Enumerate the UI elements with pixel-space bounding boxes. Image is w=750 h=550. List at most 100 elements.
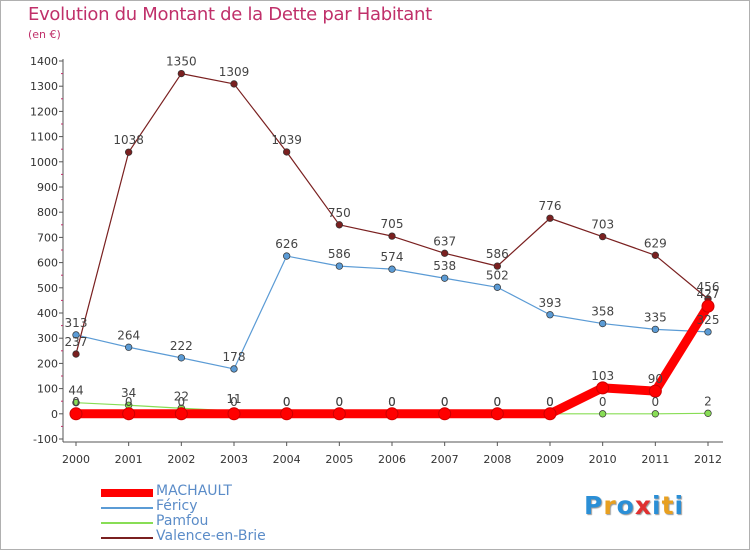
data-label: 11 bbox=[226, 392, 241, 406]
data-point bbox=[69, 407, 83, 421]
legend-label: Valence-en-Brie bbox=[156, 528, 266, 544]
legend-label: Pamfou bbox=[156, 513, 209, 529]
data-label: 538 bbox=[433, 259, 456, 273]
y-tick-label: 300 bbox=[37, 332, 58, 345]
data-label: 750 bbox=[328, 206, 351, 220]
data-point bbox=[332, 407, 346, 421]
data-label: 44 bbox=[68, 384, 83, 398]
data-label: 0 bbox=[283, 395, 291, 409]
data-label: 0 bbox=[125, 395, 133, 409]
data-label: 264 bbox=[117, 328, 140, 342]
data-label: 0 bbox=[441, 395, 449, 409]
x-tick-label: 2000 bbox=[62, 453, 90, 466]
data-point bbox=[72, 331, 80, 339]
data-point bbox=[388, 232, 396, 240]
x-tick-label: 2009 bbox=[536, 453, 564, 466]
data-point bbox=[490, 407, 504, 421]
data-label: 90 bbox=[648, 372, 663, 386]
x-tick-label: 2003 bbox=[220, 453, 248, 466]
data-point bbox=[704, 409, 712, 417]
data-label: 0 bbox=[388, 395, 396, 409]
data-label: 626 bbox=[275, 237, 298, 251]
chart-title: Evolution du Montant de la Dette par Hab… bbox=[28, 4, 432, 25]
legend-swatch bbox=[101, 522, 153, 524]
y-tick-label: 1400 bbox=[30, 55, 58, 68]
legend-label: Féricy bbox=[156, 498, 198, 514]
data-point bbox=[599, 410, 607, 418]
data-label: 0 bbox=[230, 395, 238, 409]
data-label: 0 bbox=[336, 395, 344, 409]
data-point bbox=[122, 407, 136, 421]
unit-label: (en €) bbox=[28, 28, 61, 41]
data-point bbox=[283, 148, 291, 156]
data-point bbox=[493, 262, 501, 270]
x-tick-label: 2012 bbox=[694, 453, 722, 466]
data-point bbox=[493, 283, 501, 291]
x-tick-label: 2006 bbox=[378, 453, 406, 466]
data-point bbox=[227, 407, 241, 421]
data-label: 335 bbox=[644, 310, 667, 324]
legend-swatch bbox=[101, 537, 153, 539]
data-point bbox=[704, 328, 712, 336]
legend-label: MACHAULT bbox=[156, 483, 232, 499]
data-point bbox=[701, 299, 715, 313]
data-label: 456 bbox=[697, 280, 720, 294]
data-label: 1309 bbox=[219, 65, 250, 79]
data-label: 427 bbox=[697, 287, 720, 301]
data-label: 586 bbox=[328, 247, 351, 261]
data-label: 22 bbox=[174, 389, 189, 403]
data-point bbox=[230, 80, 238, 88]
data-label: 574 bbox=[381, 250, 404, 264]
data-label: 222 bbox=[170, 339, 193, 353]
data-label: 0 bbox=[599, 395, 607, 409]
data-point bbox=[335, 262, 343, 270]
data-label: 502 bbox=[486, 268, 509, 282]
data-label: 705 bbox=[381, 217, 404, 231]
data-point bbox=[72, 350, 80, 358]
legend-swatch bbox=[101, 489, 153, 497]
data-label: 393 bbox=[539, 296, 562, 310]
data-point bbox=[388, 265, 396, 273]
x-tick-label: 2011 bbox=[641, 453, 669, 466]
data-point bbox=[174, 407, 188, 421]
data-label: 0 bbox=[178, 395, 186, 409]
y-tick-label: -100 bbox=[33, 433, 58, 446]
x-tick-label: 2007 bbox=[431, 453, 459, 466]
data-point bbox=[599, 319, 607, 328]
data-label: 586 bbox=[486, 247, 509, 261]
data-point bbox=[441, 274, 449, 282]
data-point bbox=[596, 381, 610, 395]
data-point bbox=[543, 407, 557, 421]
y-tick-label: 1300 bbox=[30, 80, 58, 93]
data-label: 0 bbox=[283, 395, 291, 409]
data-label: 0 bbox=[546, 395, 554, 409]
y-tick-label: 800 bbox=[37, 206, 58, 219]
data-point bbox=[546, 311, 554, 319]
data-point bbox=[177, 354, 185, 362]
data-label: 34 bbox=[121, 386, 136, 400]
y-tick-label: 100 bbox=[37, 383, 58, 396]
data-label: 313 bbox=[65, 316, 88, 330]
data-label: 0 bbox=[336, 395, 344, 409]
data-point bbox=[283, 252, 291, 260]
y-tick-label: 1100 bbox=[30, 131, 58, 144]
data-label: 703 bbox=[591, 218, 614, 232]
data-label: 1038 bbox=[113, 133, 144, 147]
y-tick-label: 1000 bbox=[30, 156, 58, 169]
data-point bbox=[441, 249, 449, 257]
x-tick-label: 2008 bbox=[483, 453, 511, 466]
data-point bbox=[651, 325, 659, 334]
x-tick-label: 2010 bbox=[589, 453, 617, 466]
data-label: 0 bbox=[546, 395, 554, 409]
y-tick-label: 400 bbox=[37, 307, 58, 320]
data-label: 0 bbox=[388, 395, 396, 409]
y-tick-label: 200 bbox=[37, 357, 58, 370]
data-label: 237 bbox=[65, 335, 88, 349]
data-point bbox=[385, 407, 399, 421]
data-label: 0 bbox=[441, 395, 449, 409]
data-point bbox=[651, 410, 659, 418]
y-tick-label: 500 bbox=[37, 282, 58, 295]
x-tick-label: 2001 bbox=[115, 453, 143, 466]
data-label: 0 bbox=[494, 395, 502, 409]
